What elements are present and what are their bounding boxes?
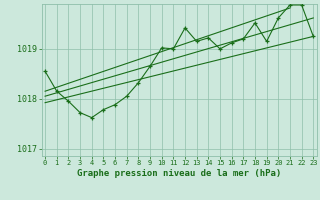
- X-axis label: Graphe pression niveau de la mer (hPa): Graphe pression niveau de la mer (hPa): [77, 169, 281, 178]
